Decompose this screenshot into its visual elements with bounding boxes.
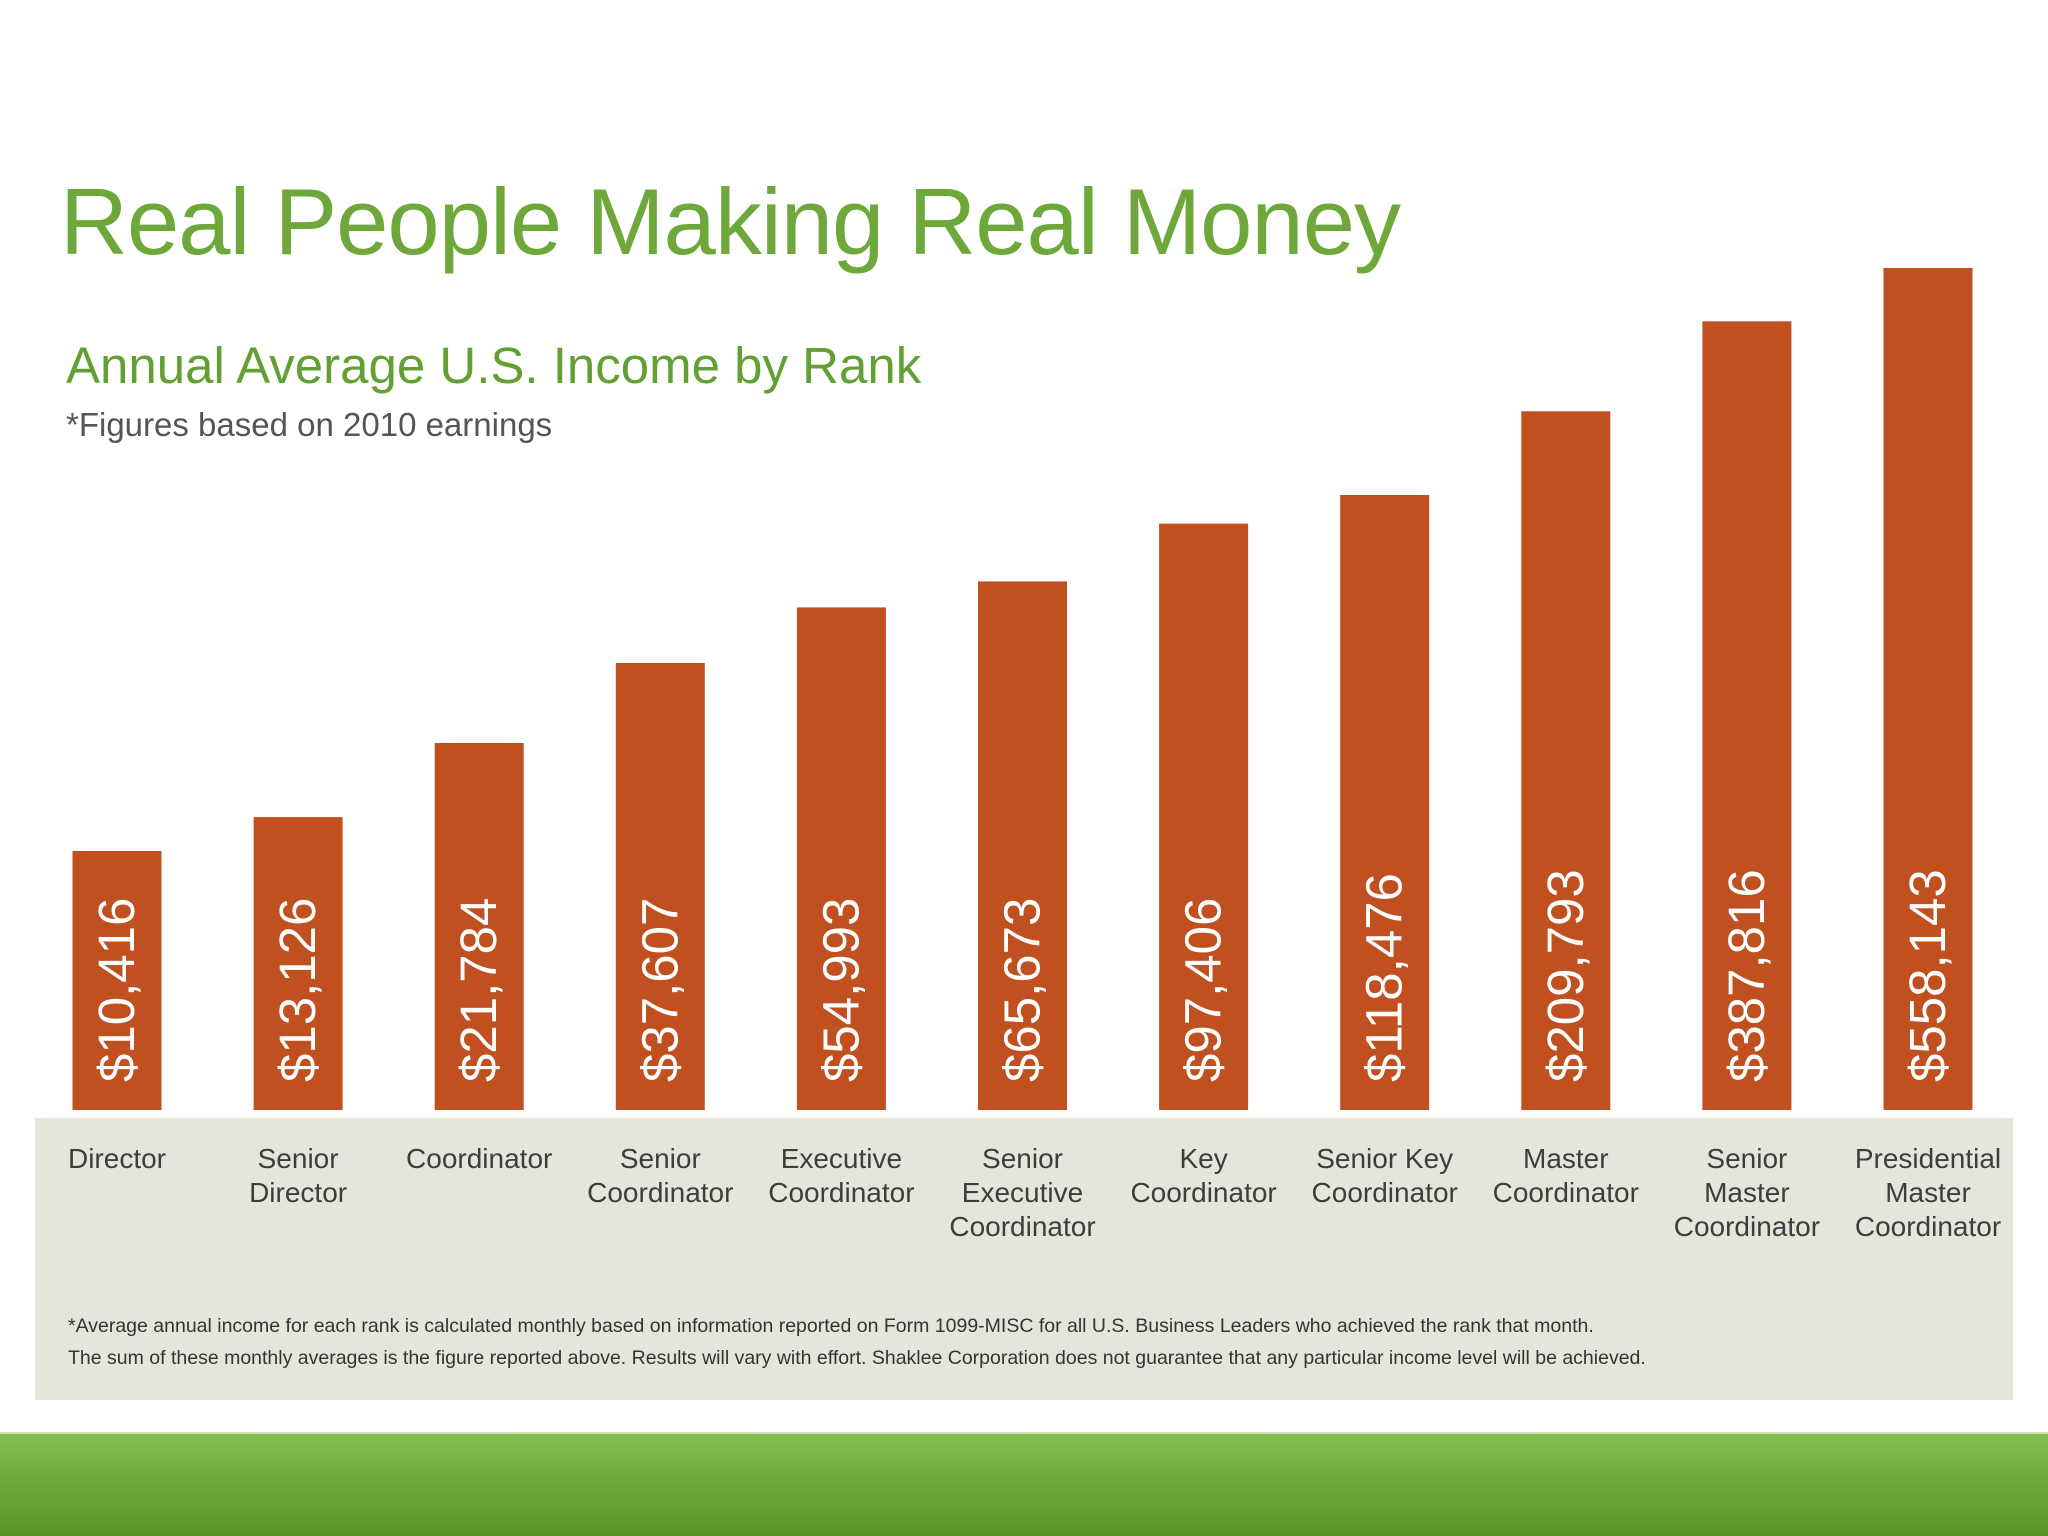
chart-subtitle: Annual Average U.S. Income by Rank — [66, 337, 922, 394]
disclaimer-line-1: *Average annual income for each rank is … — [68, 1315, 1594, 1337]
bar — [1340, 495, 1430, 1110]
bar — [615, 663, 705, 1110]
category-label: Senior Master Coordinator — [1674, 1143, 1820, 1242]
bar-value-label: $10,416 — [88, 898, 145, 1082]
bar-value-label: $387,816 — [1718, 869, 1775, 1082]
bar-value-label: $21,784 — [450, 898, 507, 1082]
bar — [253, 817, 343, 1110]
earnings-note: *Figures based on 2010 earnings — [66, 406, 553, 443]
category-label-panel — [35, 1118, 2013, 1400]
category-label: Key Coordinator — [1130, 1143, 1276, 1208]
bar — [796, 607, 886, 1110]
disclaimer-line-2: The sum of these monthly averages is the… — [68, 1347, 1646, 1369]
bar-value-label: $558,143 — [1899, 869, 1956, 1082]
bar — [72, 851, 162, 1110]
category-label: Master Coordinator — [1493, 1143, 1639, 1208]
footer-green-band — [0, 1434, 2048, 1536]
bar — [1159, 523, 1249, 1110]
bar-value-label: $54,993 — [812, 898, 869, 1082]
category-label: Executive Coordinator — [768, 1143, 914, 1208]
bar — [1702, 321, 1792, 1110]
bar — [434, 743, 524, 1110]
bar-value-label: $97,406 — [1175, 898, 1232, 1082]
bar — [1883, 268, 1973, 1110]
category-label: Coordinator — [406, 1143, 552, 1174]
bar-value-label: $37,607 — [631, 898, 688, 1082]
category-label: Senior Director — [249, 1143, 347, 1208]
bar-value-label: $65,673 — [994, 898, 1051, 1082]
category-label: Senior Executive Coordinator — [949, 1143, 1095, 1242]
bar-value-label: $209,793 — [1537, 869, 1594, 1082]
bar — [1521, 411, 1611, 1110]
bar-value-label: $118,476 — [1356, 873, 1413, 1082]
disclaimer-footnote: *Average annual income for each rank is … — [68, 1310, 1988, 1374]
category-label: Senior Coordinator — [587, 1143, 733, 1208]
category-label: Director — [68, 1143, 166, 1174]
bar — [978, 581, 1067, 1110]
category-label: Senior Key Coordinator — [1312, 1143, 1458, 1208]
footer-band-highlight — [0, 1432, 2048, 1434]
page-title: Real People Making Real Money — [60, 169, 1401, 274]
bar-value-label: $13,126 — [269, 898, 326, 1082]
category-label: Presidential Master Coordinator — [1855, 1143, 2001, 1242]
